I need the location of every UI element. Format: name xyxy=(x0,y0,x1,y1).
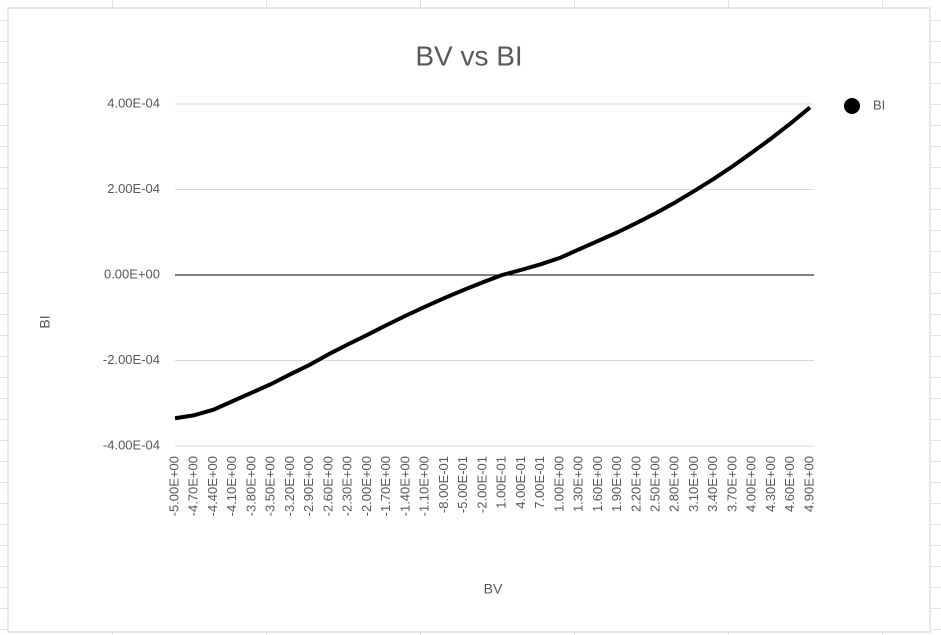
x-axis-title: BV xyxy=(484,581,503,597)
x-tick-label: 3.10E+00 xyxy=(686,456,701,512)
y-tick-label: 4.00E-04 xyxy=(107,95,160,110)
x-tick-label: -1.70E+00 xyxy=(378,456,393,516)
x-tick-label: -3.80E+00 xyxy=(243,456,258,516)
x-tick-label: -5.00E-01 xyxy=(455,456,470,513)
x-tick-label: -1.10E+00 xyxy=(417,456,432,516)
x-tick-label: -2.00E+00 xyxy=(359,456,374,516)
y-tick-label: -2.00E-04 xyxy=(103,352,160,367)
x-tick-label: 1.60E+00 xyxy=(590,456,605,512)
x-tick-label: 2.50E+00 xyxy=(647,456,662,512)
x-tick-label: 2.80E+00 xyxy=(667,456,682,512)
x-tick-label: 4.30E+00 xyxy=(763,456,778,512)
y-tick-label: 2.00E-04 xyxy=(107,181,160,196)
x-tick-label: -3.50E+00 xyxy=(263,456,278,516)
x-tick-label: 1.90E+00 xyxy=(609,456,624,512)
x-tick-label: 4.90E+00 xyxy=(801,456,816,512)
y-tick-label: -4.00E-04 xyxy=(103,437,160,452)
x-tick-label: 1.30E+00 xyxy=(571,456,586,512)
x-tick-label: -2.30E+00 xyxy=(340,456,355,516)
x-tick-label: 7.00E-01 xyxy=(532,456,547,509)
x-tick-label: 1.00E-01 xyxy=(494,456,509,509)
y-tick-label: 0.00E+00 xyxy=(104,266,160,281)
x-tick-label: 4.00E+00 xyxy=(744,456,759,512)
x-tick-label: -2.00E-01 xyxy=(474,456,489,513)
legend-label: BI xyxy=(873,97,885,112)
x-tick-label: 4.60E+00 xyxy=(782,456,797,512)
chart-area xyxy=(7,7,931,633)
x-tick-label: -2.60E+00 xyxy=(320,456,335,516)
x-tick-label: -1.40E+00 xyxy=(397,456,412,516)
x-tick-label: 1.00E+00 xyxy=(551,456,566,512)
series-line xyxy=(174,105,812,421)
y-axis-title: BI xyxy=(37,315,53,328)
x-tick-label: -8.00E-01 xyxy=(436,456,451,513)
x-tick-label: 2.20E+00 xyxy=(628,456,643,512)
x-tick-label: -5.00E+00 xyxy=(166,456,181,516)
x-tick-label: 3.40E+00 xyxy=(705,456,720,512)
x-tick-label: 3.70E+00 xyxy=(724,456,739,512)
x-tick-label: -4.10E+00 xyxy=(224,456,239,516)
chart-title: BV vs BI xyxy=(415,40,522,71)
x-tick-label: -2.90E+00 xyxy=(301,456,316,516)
x-tick-label: -4.70E+00 xyxy=(186,456,201,516)
x-tick-label: -3.20E+00 xyxy=(282,456,297,516)
legend-marker xyxy=(844,98,860,114)
x-tick-label: -4.40E+00 xyxy=(205,456,220,516)
x-tick-label: 4.00E-01 xyxy=(513,456,528,509)
